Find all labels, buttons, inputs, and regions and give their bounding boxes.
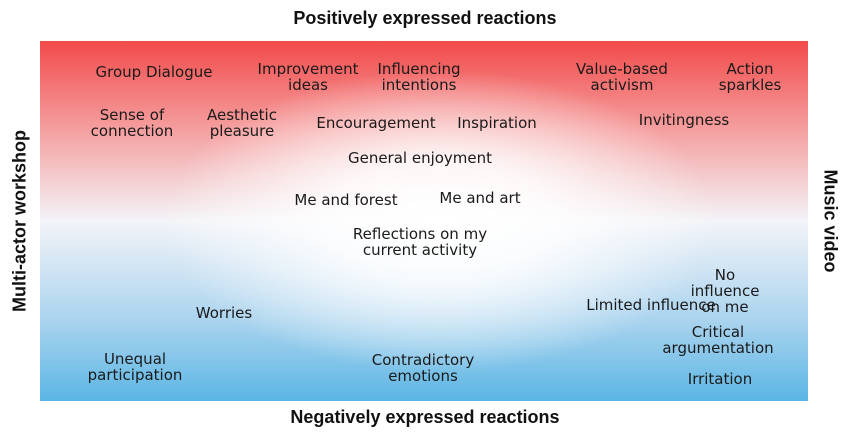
reaction-group-dialogue: Group Dialogue — [95, 63, 213, 81]
top-axis-label: Positively expressed reactions — [293, 8, 557, 28]
reaction-value-based-activism: Value-based activism — [576, 60, 668, 94]
reaction-inspiration: Inspiration — [457, 114, 537, 132]
reaction-field: Group Dialogue Improvement ideas Influen… — [40, 41, 808, 401]
reaction-improvement-ideas: Improvement ideas — [257, 60, 359, 94]
reaction-reflections-on-my-current-activity: Reflections on my current activity — [352, 225, 488, 259]
reaction-sense-of-connection: Sense of connection — [90, 106, 174, 140]
reaction-contradictory-emotions: Contradictory emotions — [371, 351, 475, 385]
reaction-limited-influence: Limited influence — [586, 296, 716, 314]
reaction-unequal-participation: Unequal participation — [87, 350, 183, 384]
reaction-encouragement: Encouragement — [316, 114, 436, 132]
reaction-irritation: Irritation — [687, 370, 753, 388]
reaction-action-sparkles: Action sparkles — [718, 60, 782, 94]
reaction-influencing-intentions: Influencing intentions — [377, 60, 461, 94]
left-axis-label: Multi-actor workshop — [9, 129, 30, 313]
bottom-axis-label: Negatively expressed reactions — [290, 407, 560, 427]
reaction-critical-argumentation: Critical argumentation — [662, 323, 774, 357]
reaction-worries: Worries — [195, 304, 253, 322]
reaction-invitingness: Invitingness — [638, 111, 730, 129]
reaction-me-and-art: Me and art — [439, 189, 521, 207]
reaction-general-enjoyment: General enjoyment — [347, 149, 493, 167]
reaction-me-and-forest: Me and forest — [294, 191, 398, 209]
reaction-no-influence-on-me: No influence on me — [690, 266, 760, 316]
right-axis-label: Music video — [820, 169, 841, 273]
reaction-aesthetic-pleasure: Aesthetic pleasure — [207, 106, 277, 140]
